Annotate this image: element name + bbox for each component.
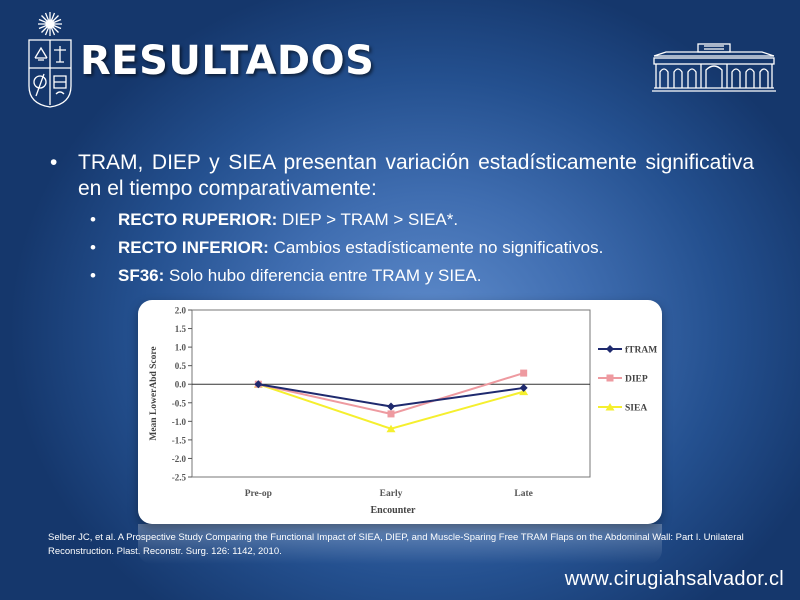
bullet-icon: • [90,210,96,229]
sub-bullet-text: Solo hubo diferencia entre TRAM y SIEA. [164,266,482,285]
data-point-siea [386,424,396,433]
x-tick-label: Early [380,489,403,499]
sub-bullet-label: RECTO RUPERIOR: [118,210,278,229]
data-point-diep [387,410,395,418]
university-crest-icon [28,12,72,108]
legend-marker-ftram [606,345,614,353]
y-tick-label: -2.5 [172,473,187,483]
website-url: www.cirugiahsalvador.cl [564,568,784,590]
legend-label: SIEA [625,404,647,414]
main-bullet-text: TRAM, DIEP y SIEA presentan variación es… [78,151,754,200]
data-point-ftram [387,402,395,411]
sub-bullet-label: SF36: [118,266,165,285]
sub-bullet-label: RECTO INFERIOR: [118,238,269,257]
bullet-icon: • [90,266,96,285]
legend-label: fTRAM [625,346,657,356]
sub-bullet-list: • RECTO RUPERIOR: DIEP > TRAM > SIEA*. • R… [90,209,754,286]
legend-marker-diep [606,374,614,382]
plot-frame [191,309,591,478]
hospital-building-icon [652,43,776,92]
y-axis-label: Mean LowerAbd Score [149,346,159,440]
line-chart: 2.0 1.5 1.0 0.5 0.0 -0.5 -1.0 -1.5 -2.0 -2.5 Pre-o… [138,300,662,524]
y-tick-label: -1.0 [172,417,187,427]
x-tick-label: Late [514,489,532,499]
x-tick-label: Pre-op [245,489,272,499]
main-bullet: • TRAM, DIEP y SIEA presentan variación … [50,150,754,202]
x-axis-label: Encounter [371,505,417,516]
legend-label: DIEP [625,375,648,385]
sub-bullet-text: Cambios estadísticamente no significativ… [268,238,604,257]
data-point-diep [520,369,528,377]
y-tick-label: 0.5 [175,361,187,371]
data-point-ftram [519,383,528,392]
y-tick-label: -0.5 [172,398,187,408]
y-tick-label: -2.0 [172,454,187,464]
data-point-ftram [254,380,263,389]
sub-bullet-recto-inferior: • RECTO INFERIOR: Cambios estadísticament… [90,237,754,258]
sub-bullet-sf36: • SF36: Solo hubo diferencia entre TRAM y… [90,265,754,286]
y-tick-label: -1.5 [172,435,187,445]
bullet-icon: • [90,238,96,257]
line-chart-svg: 2.0 1.5 1.0 0.5 0.0 -0.5 -1.0 -1.5 -2.0 -2.5 Pre-o… [149,306,657,517]
sub-bullet-recto-superior: • RECTO RUPERIOR: DIEP > TRAM > SIEA*. [90,209,754,230]
legend-marker-siea [605,403,615,411]
bullet-icon: • [50,151,58,174]
citation-text: Selber JC, et al. A Prospective Study Co… [48,532,744,557]
y-tick-label: 1.5 [175,324,187,334]
sub-bullet-text: DIEP > TRAM > SIEA*. [277,210,459,229]
page-title: RESULTADOS [80,38,375,84]
y-tick-label: 2.0 [175,306,187,316]
results-content: • TRAM, DIEP y SIEA presentan variación … [50,150,754,293]
y-tick-label: 0.0 [175,380,187,390]
chart-reflection [138,524,662,564]
y-tick-label: 1.0 [175,343,187,353]
